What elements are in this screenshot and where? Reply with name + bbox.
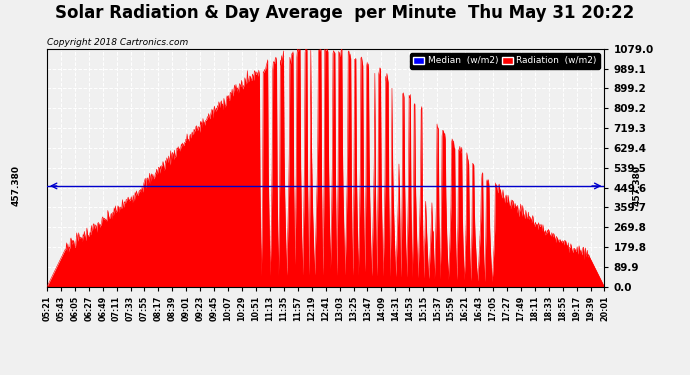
Text: Solar Radiation & Day Average  per Minute  Thu May 31 20:22: Solar Radiation & Day Average per Minute…	[55, 4, 635, 22]
Legend: Median  (w/m2), Radiation  (w/m2): Median (w/m2), Radiation (w/m2)	[411, 53, 600, 69]
Text: 457.380: 457.380	[633, 165, 642, 206]
Text: 457.380: 457.380	[11, 165, 21, 206]
Text: Copyright 2018 Cartronics.com: Copyright 2018 Cartronics.com	[47, 38, 188, 47]
